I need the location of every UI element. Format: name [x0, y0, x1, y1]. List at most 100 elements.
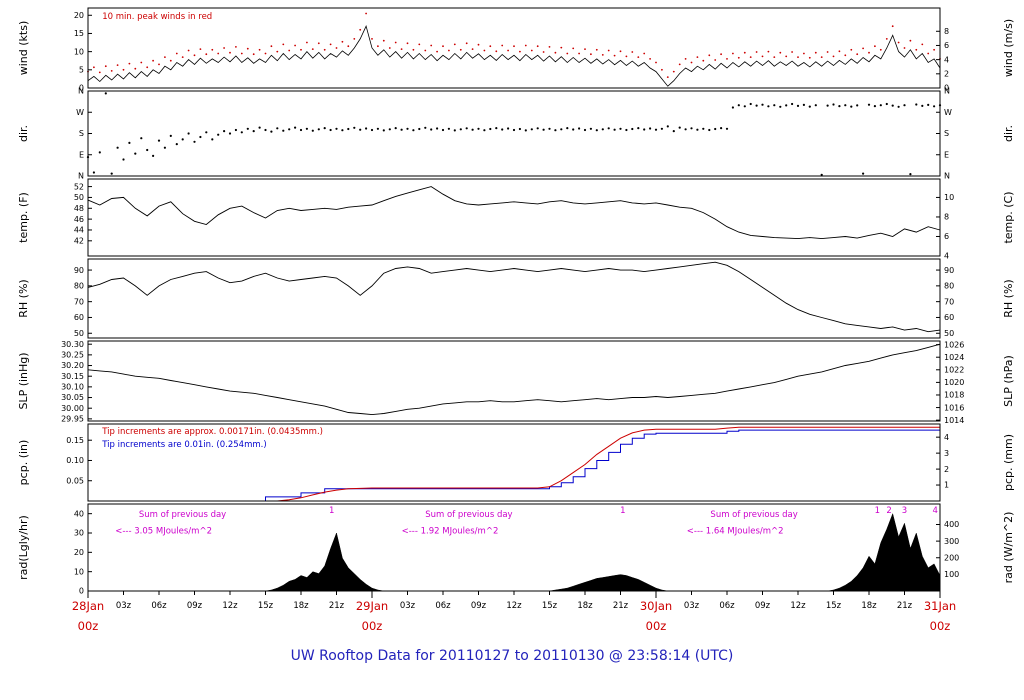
panel-border [87, 340, 941, 422]
date-label: 30Jan [640, 599, 672, 613]
date-label: 28Jan [72, 599, 104, 613]
y-tick-label-left: 20 [74, 11, 84, 20]
peak-mark: 2 [886, 506, 891, 516]
y-tick-label-left: 50 [74, 329, 84, 338]
y-tick-label-left: 40 [74, 509, 84, 518]
panel-pcp: 0.05 0.10 0.15 1 2 3 4 pcp. (in) pcp. (mm) Tip in… [17, 423, 1015, 502]
y-tick-label-left: 30.30 [61, 340, 84, 349]
y-tick-label-right: W [944, 108, 952, 117]
peak-mark: 3 [902, 506, 907, 516]
y-tick-label-right: 1018 [944, 391, 964, 400]
wind-direction [86, 92, 942, 176]
date-z-label: 00z [646, 619, 667, 633]
y-tick-label-right: 2 [944, 465, 949, 474]
y-tick-label-right: N [944, 172, 950, 181]
y-tick-label-left: 30 [74, 529, 84, 538]
y-tick-label-left: 52 [74, 182, 84, 191]
y-tick-label-left: 0 [79, 84, 84, 93]
hour-tick-label: 18z [861, 601, 877, 611]
y-tick-label-left: W [76, 108, 84, 117]
annotation: <--- 1.92 MJoules/m^2 [402, 527, 499, 537]
y-tick-label-right: 1 [944, 481, 949, 490]
panel-border [87, 178, 941, 257]
y-tick-label-left: 30.05 [61, 393, 84, 402]
y-tick-label-left: 70 [74, 297, 84, 306]
axis-label-left: pcp. (in) [17, 440, 30, 486]
y-tick-label-right: 10 [944, 193, 954, 202]
y-tick-label-right: E [944, 150, 949, 159]
y-tick-label-left: N [78, 87, 84, 96]
y-tick-label-right: 200 [944, 553, 959, 562]
axis-label-left: wind (kts) [17, 21, 30, 76]
y-tick-label-right: 1016 [944, 403, 964, 412]
axis-label-right: wind (m/s) [1002, 19, 1015, 77]
y-tick-label-right: 100 [944, 570, 959, 579]
date-z-label: 00z [930, 619, 951, 633]
y-tick-label-right: 8 [944, 213, 949, 222]
peak-mark: 1 [329, 506, 334, 516]
y-tick-label-left: 46 [74, 215, 84, 224]
y-tick-label-right: 4 [944, 433, 949, 442]
hour-tick-label: 03z [684, 601, 700, 611]
peak-mark: 1 [620, 506, 625, 516]
axis-label-left: SLP (inHg) [17, 352, 30, 409]
temperature [87, 186, 941, 240]
y-tick-label-right: 8 [944, 27, 949, 36]
y-tick-label-right: 1026 [944, 340, 964, 349]
hour-tick-label: 12z [506, 601, 522, 611]
y-tick-label-right: 6 [944, 41, 949, 50]
y-tick-label-right: 1020 [944, 378, 964, 387]
axis-label-left: dir. [17, 125, 30, 142]
annotation: <--- 1.64 MJoules/m^2 [687, 527, 784, 537]
y-tick-label-right: 2 [944, 70, 949, 79]
y-tick-label-left: 0 [79, 587, 84, 596]
y-tick-label-right: S [944, 129, 949, 138]
axis-label-right: rad (W/m^2) [1002, 512, 1015, 584]
y-tick-label-left: 10 [74, 47, 84, 56]
y-tick-label-left: 5 [79, 66, 84, 75]
chart-title: UW Rooftop Data for 20110127 to 20110130… [290, 648, 734, 664]
hour-tick-label: 09z [471, 601, 487, 611]
y-tick-label-right: 300 [944, 537, 959, 546]
axis-label-right: temp. (C) [1002, 191, 1015, 243]
hour-tick-label: 21z [329, 601, 345, 611]
panel-border [87, 423, 941, 502]
y-tick-label-left: 30.00 [61, 404, 84, 413]
hour-tick-label: 15z [258, 601, 274, 611]
y-tick-label-right: 6 [944, 232, 949, 241]
wind-average [87, 25, 941, 87]
hour-tick-label: 15z [542, 601, 558, 611]
y-tick-label-left: 60 [74, 313, 84, 322]
y-tick-label-left: 90 [74, 266, 84, 275]
x-axis: 28Jan 00z 03z 06z 09z 12z 15z 18z 21z 29Jan 00z 03z… [72, 591, 956, 633]
y-tick-label-left: 30.10 [61, 383, 84, 392]
wind-peak-10min [87, 12, 941, 78]
hour-tick-label: 03z [116, 601, 132, 611]
y-tick-label-left: 48 [74, 204, 84, 213]
y-tick-label-right: 0 [944, 84, 949, 93]
solar-radiation [88, 512, 941, 592]
y-tick-label-right: 4 [944, 55, 949, 64]
hour-tick-label: 21z [897, 601, 913, 611]
y-tick-label-right: 70 [944, 297, 954, 306]
panel-wind: 0 5 10 15 20 0 2 4 6 8 wind (kts) wind (m/s) 10 min.… [17, 7, 1015, 93]
hour-tick-label: 12z [790, 601, 806, 611]
date-label: 29Jan [356, 599, 388, 613]
y-tick-label-right: 400 [944, 520, 959, 529]
hour-tick-label: 15z [826, 601, 842, 611]
y-tick-label-left: 0.10 [66, 456, 84, 465]
axis-label-left: rad(Lgly/hr) [17, 515, 30, 580]
annotation: Sum of previous day [710, 510, 797, 520]
hour-tick-label: 06z [719, 601, 735, 611]
y-tick-label-left: 80 [74, 282, 84, 291]
peak-mark: 1 [875, 506, 880, 516]
y-tick-label-left: 0.15 [66, 436, 84, 445]
y-tick-label-left: 20 [74, 548, 84, 557]
y-tick-label-right: 50 [944, 329, 954, 338]
hour-tick-label: 06z [435, 601, 451, 611]
precip-cumulative-highres [88, 426, 940, 502]
